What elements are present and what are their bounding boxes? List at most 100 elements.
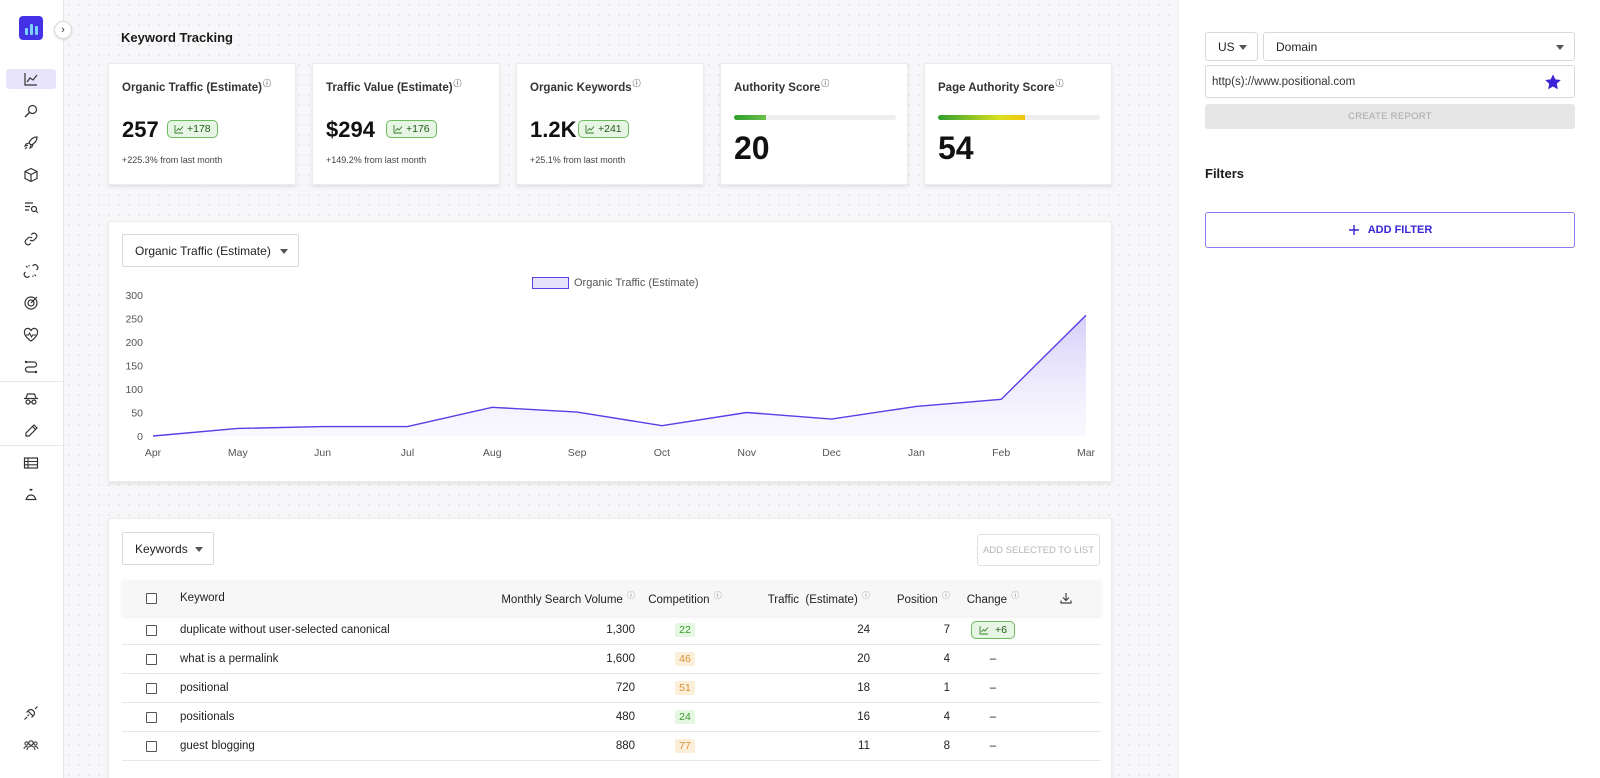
sidebar-item-goals[interactable] [6, 293, 56, 313]
volume-cell: 480 [615, 711, 635, 723]
keywords-table: Keyword Monthly Search Volume ⓘ Competit… [122, 580, 1101, 761]
column-header-traffic[interactable]: Traffic (Estimate) [767, 593, 858, 606]
chart-metric-select[interactable]: Organic Traffic (Estimate) [122, 234, 299, 267]
row-checkbox[interactable] [145, 711, 157, 723]
scope-select[interactable]: Domain [1263, 32, 1575, 61]
sidebar-item-boost[interactable] [6, 133, 56, 153]
rocket-icon [23, 136, 38, 150]
search-list-icon [25, 202, 39, 214]
info-icon[interactable]: ⓘ [942, 591, 950, 601]
table-row[interactable]: duplicate without user-selected canonica… [122, 616, 1101, 645]
trend-up-icon [585, 125, 595, 134]
magnifier-icon [24, 104, 38, 118]
add-filter-button[interactable]: ADD FILTER [1205, 212, 1575, 248]
traffic-cell: 18 [857, 682, 870, 694]
column-header-keyword[interactable]: Keyword [180, 592, 225, 604]
info-icon[interactable]: ⓘ [1011, 591, 1020, 601]
stat-title: Organic Traffic (Estimate) [122, 81, 262, 94]
info-icon[interactable]: ⓘ [821, 79, 830, 88]
sidebar-item-integrations[interactable] [6, 703, 56, 723]
data-point [321, 425, 324, 428]
sidebar-item-content[interactable] [6, 421, 56, 441]
heart-pulse-icon [23, 327, 39, 342]
download-icon[interactable] [1059, 591, 1073, 605]
stat-title: Traffic Value (Estimate) [326, 81, 453, 94]
info-icon[interactable]: ⓘ [632, 79, 641, 88]
create-report-button[interactable]: CREATE REPORT [1205, 104, 1575, 129]
info-icon[interactable]: ⓘ [453, 79, 462, 88]
score-bar-fill [938, 115, 1026, 120]
info-icon[interactable]: ⓘ [713, 591, 722, 601]
sidebar-item-products[interactable] [6, 165, 56, 185]
x-tick-label: Dec [822, 447, 841, 459]
page-title: Keyword Tracking [121, 30, 233, 45]
delta-badge: +178 [167, 120, 218, 138]
sidebar-item-keywords[interactable] [6, 101, 56, 121]
position-cell: 4 [943, 711, 950, 723]
row-checkbox[interactable] [145, 624, 157, 636]
table-row[interactable]: positionals 480 24 16 4 – [122, 703, 1101, 732]
info-icon[interactable]: ⓘ [1055, 79, 1064, 88]
row-checkbox[interactable] [145, 653, 157, 665]
row-checkbox[interactable] [145, 740, 157, 752]
sidebar-item-lists[interactable] [6, 453, 56, 473]
sidebar-item-health[interactable] [6, 325, 56, 345]
score-bar-fill [734, 115, 767, 120]
country-select[interactable]: US [1205, 32, 1258, 61]
collapse-sidebar-button[interactable]: › [54, 21, 72, 39]
stat-value: $294 [326, 117, 375, 142]
table-row[interactable]: guest blogging 880 77 11 8 – [122, 732, 1101, 761]
column-header-competition[interactable]: Competition [648, 593, 710, 606]
keyword-cell: what is a permalink [180, 653, 279, 665]
x-tick-label: Jun [314, 447, 331, 459]
competition-badge: 51 [675, 681, 695, 695]
keywords-select[interactable]: Keywords [122, 532, 214, 565]
x-tick-label: Feb [992, 447, 1010, 459]
y-tick-label: 200 [125, 337, 143, 349]
stat-subtext: +25.1% from last month [530, 155, 626, 165]
volume-cell: 1,300 [606, 624, 635, 636]
star-icon[interactable] [1544, 73, 1562, 91]
row-checkbox[interactable] [145, 682, 157, 694]
stat-card-authority-score: Authority Scoreⓘ 20 [720, 63, 908, 185]
sidebar-item-research[interactable] [6, 197, 56, 217]
column-header-volume[interactable]: Monthly Search Volume [501, 593, 623, 606]
stat-subtext: +149.2% from last month [326, 155, 427, 165]
position-cell: 1 [943, 682, 950, 694]
traffic-cell: 16 [857, 711, 870, 723]
x-tick-label: Jan [908, 447, 925, 459]
table-row[interactable]: positional 720 51 18 1 – [122, 674, 1101, 703]
series-line [152, 314, 1087, 437]
keywords-table-card: Keywords ADD SELECTED TO LIST Keyword Mo… [108, 518, 1112, 778]
select-all-checkbox[interactable] [145, 592, 157, 604]
sidebar-item-services[interactable] [6, 485, 56, 505]
sidebar-item-team[interactable] [6, 735, 56, 755]
sidebar-item-dashboard[interactable] [6, 69, 56, 89]
sidebar-item-broken-links[interactable] [6, 261, 56, 281]
column-header-change[interactable]: Change [966, 593, 1008, 606]
x-tick-label: Mar [1077, 447, 1096, 459]
stat-value: 54 [938, 130, 974, 166]
position-cell: 7 [943, 624, 950, 636]
stat-card-page-authority-score: Page Authority Scoreⓘ 54 [924, 63, 1112, 185]
traffic-cell: 24 [857, 624, 870, 636]
caret-down-icon [1556, 44, 1564, 50]
add-selected-to-list-button[interactable]: ADD SELECTED TO LIST [977, 534, 1100, 566]
legend-label: Organic Traffic (Estimate) [574, 277, 699, 289]
data-point [830, 418, 833, 421]
sidebar-item-competitors[interactable] [6, 389, 56, 409]
info-icon[interactable]: ⓘ [862, 591, 870, 601]
app-logo[interactable] [19, 16, 43, 40]
x-tick-label: May [228, 447, 249, 459]
info-icon[interactable]: ⓘ [627, 591, 635, 601]
chart-legend[interactable]: Organic Traffic (Estimate) [532, 277, 699, 289]
info-icon[interactable]: ⓘ [262, 79, 271, 88]
table-row[interactable]: what is a permalink 1,600 46 20 4 – [122, 645, 1101, 674]
column-header-position[interactable]: Position [896, 593, 938, 606]
url-input[interactable]: http(s)://www.positional.com [1205, 65, 1575, 98]
caret-down-icon [195, 546, 203, 552]
stat-value: 1.2K [530, 117, 577, 142]
sidebar-item-journeys[interactable] [6, 357, 56, 377]
data-point [660, 424, 663, 427]
sidebar-item-links[interactable] [6, 229, 56, 249]
